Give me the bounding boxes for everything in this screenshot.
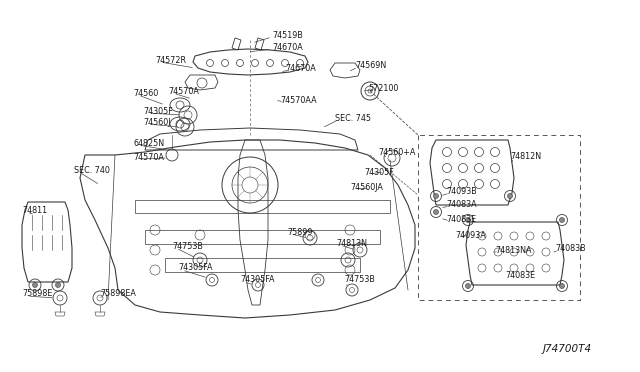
Text: 74305FA: 74305FA bbox=[178, 263, 212, 273]
Text: J74700T4: J74700T4 bbox=[543, 344, 592, 354]
Text: 74083E: 74083E bbox=[446, 215, 476, 224]
Text: 74670A: 74670A bbox=[272, 42, 303, 51]
Text: 74813NA: 74813NA bbox=[495, 246, 531, 254]
Text: 74812N: 74812N bbox=[510, 151, 541, 160]
Text: 74753B: 74753B bbox=[172, 241, 203, 250]
Circle shape bbox=[56, 282, 61, 288]
Text: 572100: 572100 bbox=[368, 83, 398, 93]
Circle shape bbox=[433, 209, 438, 215]
Text: 74083B: 74083B bbox=[555, 244, 586, 253]
Text: 74519B: 74519B bbox=[272, 31, 303, 39]
Text: 74560JA: 74560JA bbox=[350, 183, 383, 192]
Text: 74560: 74560 bbox=[133, 89, 158, 97]
Text: 74570A: 74570A bbox=[168, 87, 199, 96]
Text: 75898E: 75898E bbox=[22, 289, 52, 298]
Text: 74305FA: 74305FA bbox=[240, 276, 275, 285]
Text: 74093B: 74093B bbox=[446, 186, 477, 196]
Circle shape bbox=[559, 283, 564, 289]
Text: 74572R: 74572R bbox=[155, 55, 186, 64]
Text: 74570AA: 74570AA bbox=[280, 96, 317, 105]
Text: 74569N: 74569N bbox=[355, 61, 387, 70]
Circle shape bbox=[33, 282, 38, 288]
Text: SEC. 740: SEC. 740 bbox=[74, 166, 110, 174]
Text: 74093A: 74093A bbox=[455, 231, 486, 240]
Text: 74560J: 74560J bbox=[143, 118, 170, 126]
Text: 74305F: 74305F bbox=[143, 106, 173, 115]
Text: 74670A: 74670A bbox=[285, 64, 316, 73]
Text: 74811: 74811 bbox=[22, 205, 47, 215]
Circle shape bbox=[465, 218, 470, 222]
Text: 75898EA: 75898EA bbox=[100, 289, 136, 298]
Circle shape bbox=[465, 283, 470, 289]
Text: 74813N: 74813N bbox=[336, 238, 367, 247]
Text: 75899: 75899 bbox=[287, 228, 312, 237]
Circle shape bbox=[433, 193, 438, 199]
Circle shape bbox=[559, 218, 564, 222]
Circle shape bbox=[508, 193, 513, 199]
Text: 74560+A: 74560+A bbox=[378, 148, 415, 157]
Text: 64825N: 64825N bbox=[133, 138, 164, 148]
Text: SEC. 745: SEC. 745 bbox=[335, 113, 371, 122]
Text: 74083A: 74083A bbox=[446, 199, 477, 208]
Text: 74753B: 74753B bbox=[344, 276, 375, 285]
Text: 74305F: 74305F bbox=[364, 167, 394, 176]
Text: 74570A: 74570A bbox=[133, 153, 164, 161]
Text: 74083E: 74083E bbox=[505, 272, 535, 280]
